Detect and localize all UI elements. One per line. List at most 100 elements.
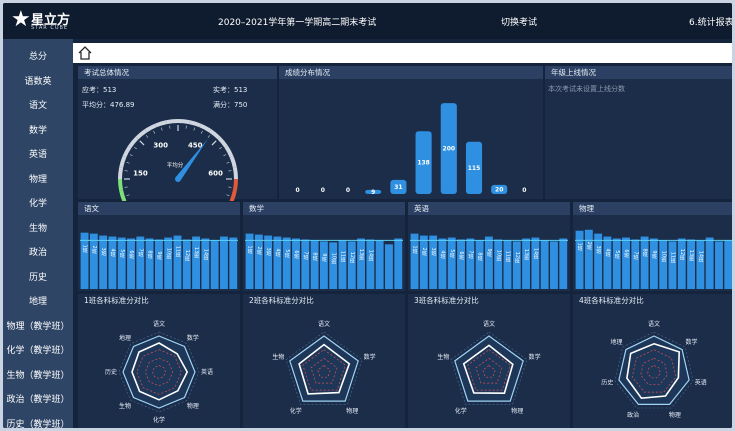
class-bar[interactable] bbox=[89, 233, 98, 289]
class-bar[interactable] bbox=[229, 237, 238, 289]
class-bar[interactable] bbox=[375, 240, 384, 289]
class-bar[interactable] bbox=[705, 237, 714, 289]
sidebar-item[interactable]: 化学（教学班） bbox=[6, 346, 70, 356]
class-bar[interactable] bbox=[394, 238, 403, 289]
sidebar-item[interactable]: 化学 bbox=[28, 199, 47, 209]
class-bar[interactable] bbox=[210, 240, 219, 289]
switch-exam-button[interactable]: 切换考试 bbox=[501, 18, 538, 28]
class-bar[interactable] bbox=[659, 240, 668, 289]
class-bar[interactable] bbox=[136, 236, 145, 289]
class-bar[interactable] bbox=[419, 235, 428, 289]
class-bar[interactable] bbox=[366, 239, 375, 289]
sidebar-item[interactable]: 物理（教学班） bbox=[6, 321, 70, 332]
class-bar[interactable] bbox=[724, 240, 732, 289]
sidebar-item[interactable]: 物理 bbox=[28, 174, 47, 185]
sidebar-item[interactable]: 语文 bbox=[28, 101, 47, 111]
distribution-bar[interactable] bbox=[390, 179, 407, 194]
class-bar[interactable] bbox=[273, 236, 282, 289]
subject-title: 语文 bbox=[78, 202, 240, 215]
class-bar[interactable] bbox=[347, 241, 356, 289]
class-bar[interactable] bbox=[264, 235, 273, 289]
statistics-report-link[interactable]: 6.统计报表 bbox=[689, 18, 732, 28]
class-bar[interactable] bbox=[622, 237, 630, 289]
class-bar[interactable] bbox=[338, 240, 347, 289]
class-bar[interactable] bbox=[668, 241, 677, 289]
class-bar[interactable] bbox=[319, 241, 328, 289]
class-bar[interactable] bbox=[192, 236, 201, 289]
class-bar[interactable] bbox=[540, 240, 549, 289]
class-bar[interactable] bbox=[357, 238, 366, 289]
distribution-bar[interactable] bbox=[440, 103, 457, 194]
distribution-bar[interactable] bbox=[465, 141, 483, 194]
class-bar[interactable] bbox=[108, 236, 117, 289]
home-icon[interactable] bbox=[77, 45, 93, 61]
distribution-bar[interactable] bbox=[491, 184, 508, 194]
class-bar[interactable] bbox=[494, 239, 503, 289]
class-bar[interactable] bbox=[182, 239, 191, 289]
class-bar[interactable] bbox=[522, 238, 531, 289]
class-bar[interactable] bbox=[329, 242, 338, 289]
radar-series[interactable] bbox=[626, 342, 681, 400]
class-bar[interactable] bbox=[438, 238, 447, 289]
class-bar[interactable] bbox=[484, 236, 493, 289]
class-bar[interactable] bbox=[559, 238, 568, 289]
sidebar-item[interactable]: 总分 bbox=[28, 52, 47, 62]
distribution-bar[interactable] bbox=[415, 131, 432, 194]
class-bar[interactable] bbox=[715, 241, 723, 289]
sidebar-item[interactable]: 政治（教学班） bbox=[6, 395, 70, 405]
class-bar[interactable] bbox=[282, 237, 291, 289]
class-bar[interactable] bbox=[164, 237, 173, 289]
class-bar[interactable] bbox=[584, 229, 593, 289]
class-bar[interactable] bbox=[154, 239, 163, 289]
class-bar[interactable] bbox=[512, 241, 521, 289]
class-bar[interactable] bbox=[447, 237, 456, 289]
class-bar[interactable] bbox=[127, 238, 135, 289]
class-bar[interactable] bbox=[575, 230, 584, 289]
class-bar[interactable] bbox=[649, 238, 658, 289]
class-bar[interactable] bbox=[466, 238, 475, 289]
class-bar[interactable] bbox=[603, 236, 612, 289]
class-bar[interactable] bbox=[640, 236, 649, 289]
class-bar[interactable] bbox=[254, 234, 263, 289]
class-bar[interactable] bbox=[80, 232, 89, 289]
sidebar-item[interactable]: 英语 bbox=[28, 150, 47, 160]
sidebar-item[interactable]: 历史 bbox=[28, 272, 47, 283]
radar-series[interactable] bbox=[131, 342, 189, 401]
sidebar-item[interactable]: 语数英 bbox=[24, 76, 52, 87]
class-bar[interactable] bbox=[531, 237, 540, 289]
radar-series[interactable] bbox=[298, 343, 351, 395]
class-bar[interactable] bbox=[503, 240, 512, 289]
class-bar[interactable] bbox=[292, 238, 300, 289]
class-bar[interactable] bbox=[475, 240, 484, 289]
distribution-bar[interactable] bbox=[365, 189, 382, 194]
class-bar[interactable] bbox=[687, 239, 696, 289]
class-bar[interactable] bbox=[173, 235, 182, 289]
class-bar[interactable] bbox=[696, 240, 705, 289]
class-label: 10班 bbox=[660, 251, 666, 264]
radar-series[interactable] bbox=[462, 344, 514, 395]
class-bar[interactable] bbox=[429, 235, 438, 289]
class-bar[interactable] bbox=[594, 233, 603, 289]
sidebar-item[interactable]: 数学 bbox=[28, 125, 47, 136]
class-bar[interactable] bbox=[201, 238, 210, 289]
class-bar[interactable] bbox=[410, 233, 419, 289]
class-bar[interactable] bbox=[612, 238, 621, 289]
class-bar[interactable] bbox=[117, 237, 126, 289]
class-bar[interactable] bbox=[550, 241, 558, 289]
class-bar[interactable] bbox=[245, 233, 254, 289]
sidebar-item[interactable]: 生物 bbox=[28, 223, 47, 234]
class-bar[interactable] bbox=[145, 238, 154, 289]
class-bar[interactable] bbox=[457, 239, 465, 289]
class-bar[interactable] bbox=[631, 239, 640, 289]
class-bar[interactable] bbox=[99, 235, 108, 289]
class-bar[interactable] bbox=[220, 236, 228, 289]
sidebar-item[interactable]: 生物（教学班） bbox=[6, 370, 70, 381]
sidebar-item[interactable]: 历史（教学班） bbox=[6, 419, 70, 429]
class-bar[interactable] bbox=[677, 238, 686, 289]
brand-logo[interactable]: ★ 星立方 STAR CUBE bbox=[11, 7, 73, 35]
class-bar[interactable] bbox=[310, 240, 319, 289]
class-bar[interactable] bbox=[301, 239, 310, 289]
class-bar[interactable] bbox=[385, 244, 393, 289]
sidebar-item[interactable]: 政治 bbox=[28, 248, 47, 258]
sidebar-item[interactable]: 地理 bbox=[28, 297, 47, 307]
